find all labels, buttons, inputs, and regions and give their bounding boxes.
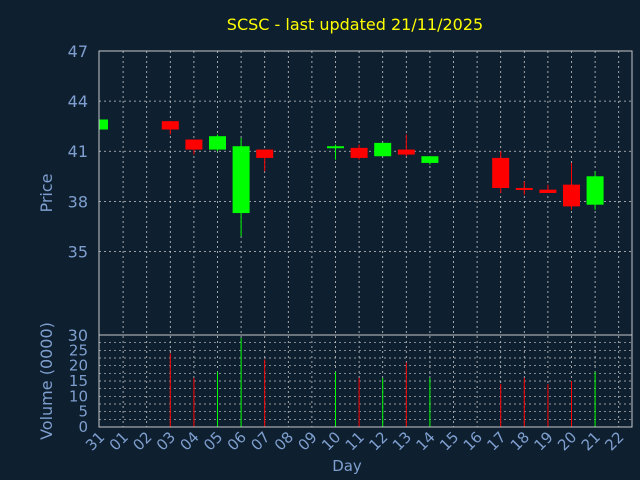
volume-axis-label: Volume (0000): [37, 322, 56, 440]
price-tick-label: 47: [68, 42, 88, 61]
volume-tick-label: 5: [78, 403, 88, 421]
candle-body: [492, 157, 510, 188]
candle-body: [100, 119, 108, 130]
candle-body: [563, 184, 580, 207]
day-axis: 3101020304050607080910111213141516171819…: [82, 428, 627, 454]
price-tick-label: 41: [68, 142, 88, 161]
candle-body: [539, 189, 557, 193]
candle-body: [515, 187, 533, 190]
price-axis-label: Price: [37, 173, 56, 212]
volume-tick-label: 15: [69, 372, 88, 390]
volume-tick-label: 25: [69, 341, 88, 359]
candle-body: [350, 147, 368, 158]
volume-bars: [169, 338, 596, 427]
candles: [99, 119, 604, 237]
price-tick-label: 30: [68, 326, 88, 345]
candle-body: [161, 121, 179, 130]
candle-body: [586, 176, 604, 205]
candle-body: [374, 142, 392, 157]
price-tick-label: 44: [68, 92, 88, 111]
candle-body: [209, 136, 226, 150]
volume-tick-label: 20: [69, 357, 88, 375]
chart-title: SCSC - last updated 21/11/2025: [227, 15, 483, 34]
volume-tick-label: 10: [69, 387, 88, 405]
x-axis-label: Day: [332, 457, 362, 475]
candle-body: [185, 139, 203, 150]
price-tick-label: 38: [68, 192, 88, 211]
volume-panel-frame: [98, 334, 633, 428]
price-tick-label: 35: [68, 242, 88, 261]
price-axis: 47 44 41 38 35 30: [68, 42, 88, 345]
candle-body: [421, 156, 439, 163]
candle-body: [232, 146, 250, 214]
candle-body: [327, 146, 344, 149]
candle-body: [256, 149, 274, 158]
candle-body: [397, 149, 415, 155]
volume-tick-label: 0: [78, 418, 88, 436]
